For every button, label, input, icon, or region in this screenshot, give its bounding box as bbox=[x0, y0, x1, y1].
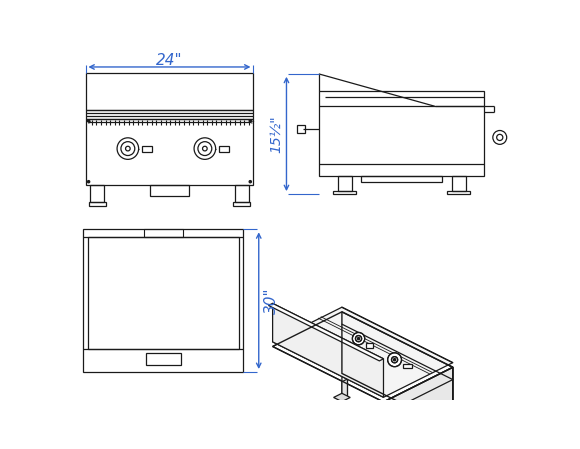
Bar bbox=[235, 185, 249, 202]
Circle shape bbox=[117, 138, 139, 159]
Polygon shape bbox=[342, 379, 347, 400]
Polygon shape bbox=[273, 307, 453, 397]
Circle shape bbox=[194, 138, 216, 159]
Circle shape bbox=[249, 180, 252, 183]
Circle shape bbox=[88, 120, 90, 122]
Polygon shape bbox=[269, 304, 383, 361]
Bar bbox=[452, 176, 466, 191]
Circle shape bbox=[496, 134, 503, 141]
Bar bbox=[83, 229, 244, 372]
Bar bbox=[366, 343, 374, 348]
Bar bbox=[297, 125, 305, 133]
Circle shape bbox=[198, 142, 212, 155]
Circle shape bbox=[392, 357, 398, 363]
Circle shape bbox=[356, 335, 361, 342]
Bar bbox=[233, 202, 251, 206]
Bar bbox=[361, 176, 442, 182]
Text: 15½": 15½" bbox=[269, 115, 282, 153]
Polygon shape bbox=[342, 312, 453, 429]
Bar bbox=[89, 202, 106, 206]
Text: +: + bbox=[248, 119, 254, 125]
Polygon shape bbox=[442, 429, 447, 449]
Circle shape bbox=[121, 142, 135, 155]
Bar bbox=[85, 119, 253, 185]
Circle shape bbox=[353, 332, 365, 345]
Circle shape bbox=[202, 146, 207, 151]
Polygon shape bbox=[273, 304, 383, 397]
Polygon shape bbox=[273, 312, 453, 402]
Circle shape bbox=[249, 120, 252, 122]
Bar bbox=[85, 73, 253, 110]
Bar bbox=[88, 237, 239, 349]
Polygon shape bbox=[342, 376, 347, 397]
Circle shape bbox=[357, 338, 360, 340]
Bar bbox=[403, 364, 412, 368]
Bar bbox=[319, 91, 484, 176]
Polygon shape bbox=[383, 367, 453, 449]
Bar bbox=[219, 145, 230, 152]
Bar bbox=[146, 352, 181, 365]
Text: 24": 24" bbox=[156, 53, 183, 67]
Bar bbox=[85, 110, 253, 119]
Text: 30": 30" bbox=[263, 287, 278, 314]
Bar bbox=[333, 191, 356, 194]
Text: +: + bbox=[85, 119, 90, 125]
Polygon shape bbox=[276, 423, 292, 431]
Bar bbox=[150, 185, 188, 196]
Circle shape bbox=[88, 180, 90, 183]
Circle shape bbox=[393, 359, 396, 361]
Bar bbox=[338, 176, 352, 191]
Bar bbox=[447, 191, 470, 194]
Polygon shape bbox=[334, 393, 350, 401]
Bar bbox=[142, 145, 153, 152]
Circle shape bbox=[493, 131, 507, 145]
Bar bbox=[90, 185, 104, 202]
Polygon shape bbox=[442, 426, 447, 447]
Polygon shape bbox=[433, 443, 450, 449]
Polygon shape bbox=[284, 408, 289, 429]
Bar bbox=[144, 229, 183, 237]
Circle shape bbox=[125, 146, 130, 151]
Polygon shape bbox=[284, 405, 289, 427]
Circle shape bbox=[387, 353, 401, 367]
